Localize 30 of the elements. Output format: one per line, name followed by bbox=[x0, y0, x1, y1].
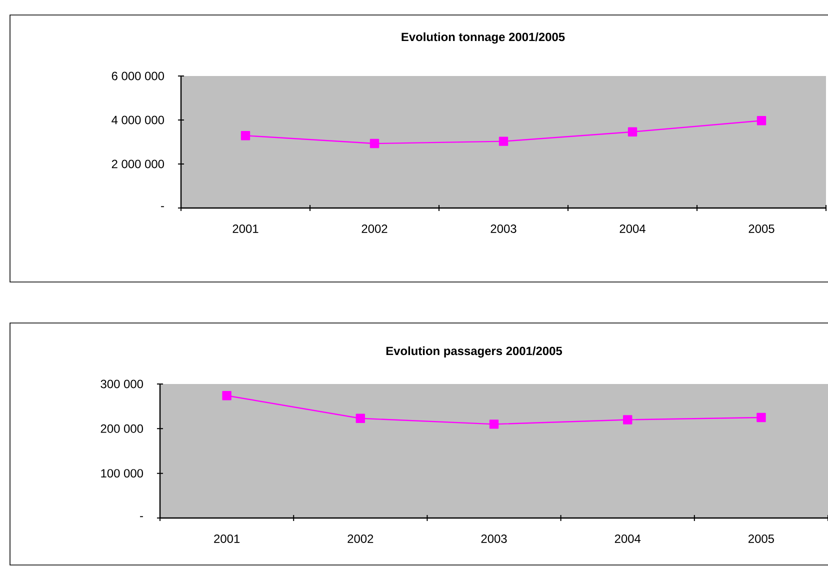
x-tick-label: 2003 bbox=[490, 224, 516, 233]
point bbox=[628, 127, 638, 136]
y-tick-label: 2 000 000 bbox=[112, 160, 164, 168]
point bbox=[756, 412, 766, 422]
x-tick-label: 2005 bbox=[748, 534, 774, 543]
x-tick-label: 2004 bbox=[620, 224, 646, 233]
y-tick-label: - bbox=[161, 206, 164, 208]
y-tick-label: 100 000 bbox=[101, 469, 144, 478]
x-tick-label: 2003 bbox=[481, 534, 507, 543]
point bbox=[222, 391, 232, 400]
x-tick-label: 2002 bbox=[348, 534, 374, 543]
point bbox=[498, 136, 508, 146]
chart-title: Evolution passagers 2001/2005 bbox=[386, 346, 562, 358]
x-tick-label: 2004 bbox=[614, 534, 641, 543]
x-tick-label: 2002 bbox=[362, 224, 388, 233]
y-tick-label: 200 000 bbox=[100, 424, 144, 433]
x-tick-label: 2001 bbox=[214, 534, 240, 543]
y-tick-label: 300 000 bbox=[100, 380, 144, 388]
x-tick-label: 2001 bbox=[232, 224, 258, 233]
x-tick-label: 2005 bbox=[748, 224, 774, 233]
point bbox=[370, 138, 380, 148]
y-tick-label: 6 000 000 bbox=[112, 72, 164, 80]
y-tick-label: 4 000 000 bbox=[112, 116, 164, 124]
point bbox=[756, 116, 766, 126]
point bbox=[240, 131, 250, 140]
y-tick-label: - bbox=[140, 516, 143, 518]
point bbox=[623, 415, 632, 424]
point bbox=[489, 420, 499, 429]
chart-title: Evolution tonnage 2001/2005 bbox=[402, 32, 565, 44]
point bbox=[356, 414, 366, 423]
